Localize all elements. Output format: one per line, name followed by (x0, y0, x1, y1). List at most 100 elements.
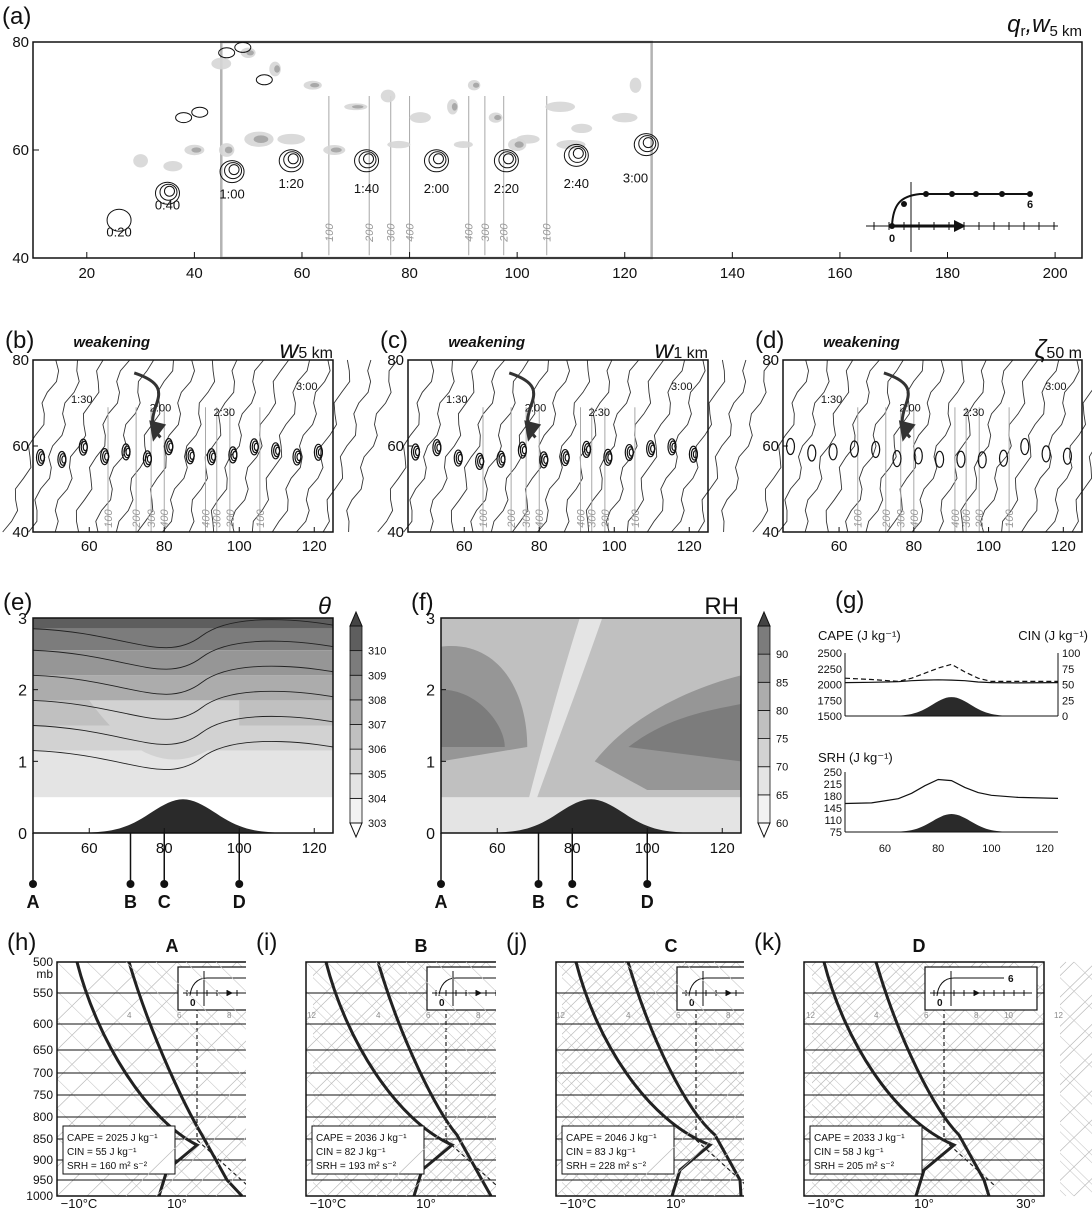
mixing-ratio-label: 4 (874, 1011, 879, 1020)
vertical-line-label: 100 (478, 508, 490, 527)
y-tick-label: 3 (18, 611, 27, 628)
outflow-contour (115, 359, 174, 533)
cell-contour (296, 452, 302, 462)
outflow-contour (490, 359, 549, 533)
y-tick-label: 40 (12, 250, 29, 267)
time-label: 2:00 (424, 181, 449, 196)
rain-shading-dark (310, 82, 320, 88)
mixing-ratio-label: 8 (726, 1011, 731, 1020)
hodograph-point (949, 191, 955, 197)
updraft-contour (498, 151, 517, 169)
cell-contour (168, 442, 174, 451)
x-tick-label: 200 (1043, 265, 1068, 282)
mixing-ratio-label: 6 (426, 1011, 431, 1020)
dry-adiabat-line (803, 961, 1045, 1197)
outflow-contour (346, 359, 398, 533)
hodograph-point (1027, 191, 1033, 197)
outflow-contour (28, 359, 80, 533)
panel-title: θ (318, 593, 331, 620)
srh-axis-label: SRH (J kg⁻¹) (818, 750, 893, 765)
annotation-text: weakening (73, 334, 150, 351)
colorbar-cap (349, 822, 363, 839)
x-tick-label: 160 (827, 265, 852, 282)
panel-g: 1500 1750 2000 2250 2500 0 25 50 75 100 CAPE (J kg… (818, 587, 1088, 855)
colorbar-segment (349, 699, 363, 725)
hodograph-curve (891, 193, 1030, 227)
x-tick-label: 80 (531, 538, 548, 555)
outflow-contour (626, 359, 686, 533)
panel-label: (a) (2, 3, 31, 30)
colorbar-segment (349, 773, 363, 799)
outflow-contour (271, 359, 331, 533)
cell-contour (628, 448, 634, 457)
stats-box (809, 1125, 923, 1175)
colorbar-label: 70 (776, 762, 788, 774)
title-part: ζ (1034, 334, 1048, 364)
cape-tick-label: 1500 (818, 711, 842, 723)
time-label: 3:00 (671, 381, 692, 393)
colorbar-label: 85 (776, 677, 788, 689)
cell-contour (412, 445, 421, 459)
cell-contour (541, 453, 549, 467)
y-tick-label: 60 (762, 438, 779, 455)
time-label: 3:00 (296, 381, 317, 393)
hodograph-label: 0 (439, 998, 445, 1009)
cape-tick-label: 2250 (818, 664, 842, 676)
srh-tick-label: 180 (824, 791, 842, 803)
x-tick-label: 10° (666, 1196, 686, 1208)
rain-shading (556, 139, 586, 150)
vertical-line-label: 100 (542, 223, 554, 242)
srh-tick-label: 215 (824, 779, 842, 791)
time-label: 2:20 (494, 181, 519, 196)
x-tick-label: 80 (932, 843, 944, 855)
temperature-profile (626, 961, 743, 1197)
outflow-contour (752, 359, 809, 533)
x-tick-label: 100 (227, 538, 252, 555)
mixing-ratio-label: 4 (127, 1011, 132, 1020)
x-tick-label: 140 (720, 265, 745, 282)
panel-title: w1 km (655, 334, 708, 364)
title-part: r (1020, 23, 1025, 40)
outflow-contour (778, 359, 830, 533)
colorbar-cap (757, 822, 771, 839)
x-tick-label: 60 (81, 840, 98, 857)
pressure-label: 700 (33, 1066, 53, 1080)
rain-shading (380, 89, 396, 103)
panel-label: (g) (835, 587, 864, 614)
rain-shading-dark (253, 135, 269, 144)
temperature-profile (127, 961, 244, 1198)
updraft-contour (278, 149, 304, 173)
cell-contour (37, 451, 46, 464)
cell-contour (144, 452, 152, 466)
cell-contour (125, 447, 131, 457)
outflow-contour (960, 359, 1014, 533)
time-label: 2:30 (589, 407, 610, 419)
terrain-profile (441, 799, 741, 833)
cell-contour (1020, 437, 1030, 456)
pressure-label: 650 (33, 1043, 53, 1057)
y-tick-label: 0 (18, 826, 27, 843)
time-label: 3:00 (623, 170, 648, 185)
hodograph-arrowhead (974, 990, 980, 996)
parcel-profile (943, 1000, 995, 1186)
terrain-profile (845, 697, 1058, 716)
rain-shading-dark (494, 115, 502, 121)
cell-contour (977, 451, 987, 469)
mixing-ratio-label: 12 (1054, 1011, 1063, 1020)
annotation-text: weakening (448, 334, 525, 351)
theta-band (33, 618, 333, 629)
marker-label: C (566, 892, 579, 912)
cell-contour (146, 454, 152, 464)
srh-value: SRH = 205 m² s⁻² (814, 1161, 895, 1172)
vertical-line-label: 200 (225, 508, 237, 528)
rain-shading (133, 154, 148, 168)
panel-label: (j) (506, 929, 527, 956)
outflow-contour (980, 359, 1039, 533)
panel-title: w5 km (280, 334, 333, 364)
cell-contour (935, 450, 945, 468)
title-part: w (655, 334, 676, 364)
cell-contour (315, 445, 323, 459)
